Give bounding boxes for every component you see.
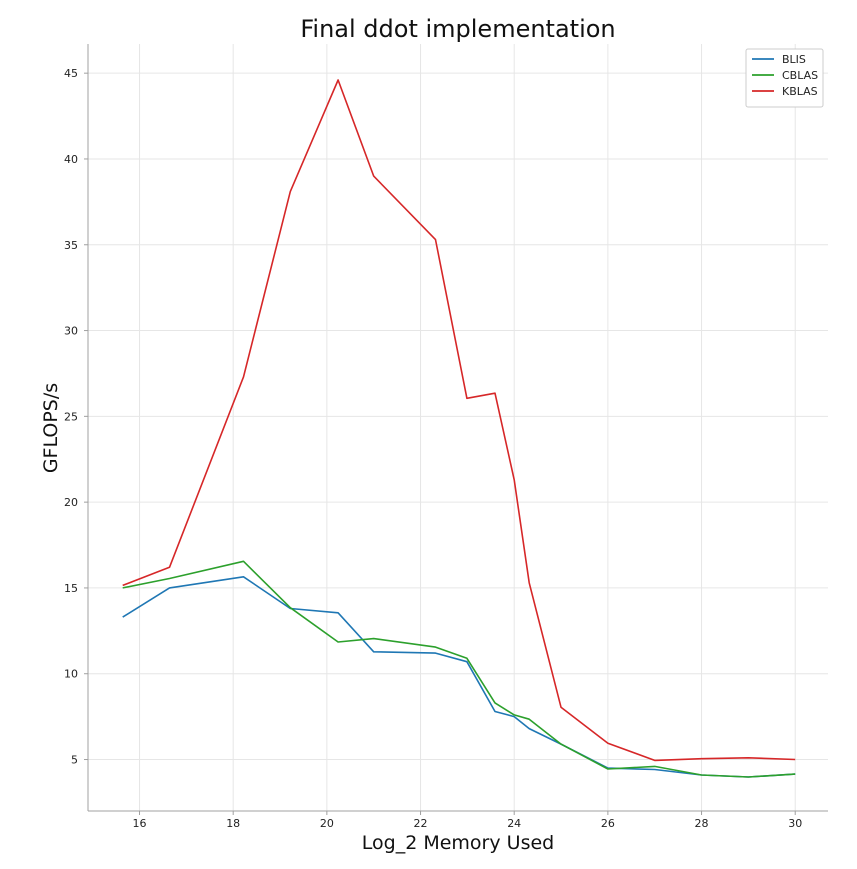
legend-entry-kblas: KBLAS [752, 85, 818, 98]
grid [88, 44, 828, 811]
x-tick-label: 30 [788, 817, 802, 830]
y-tick-35: 35 [64, 239, 88, 252]
y-tick-label: 40 [64, 153, 78, 166]
x-tick-16: 16 [133, 811, 147, 830]
series-line-kblas [122, 79, 796, 762]
series-line-cblas [122, 560, 796, 778]
x-tick-label: 20 [320, 817, 334, 830]
legend-frame [745, 48, 824, 108]
legend: BLIS CBLAS KBLAS [745, 48, 824, 108]
y-tick-15: 15 [64, 582, 88, 595]
y-tick-label: 25 [64, 410, 78, 423]
x-tick-30: 30 [788, 811, 802, 830]
legend-label: KBLAS [782, 85, 818, 98]
x-tick-label: 22 [414, 817, 428, 830]
legend-entry-cblas: CBLAS [752, 69, 818, 82]
y-tick-label: 35 [64, 239, 78, 252]
x-tick-22: 22 [414, 811, 428, 830]
y-tick-label: 15 [64, 582, 78, 595]
legend-label: BLIS [782, 53, 806, 66]
legend-entry-blis: BLIS [752, 53, 806, 66]
y-tick-25: 25 [64, 410, 88, 423]
y-tick-label: 20 [64, 496, 78, 509]
y-tick-30: 30 [64, 325, 88, 338]
y-tick-40: 40 [64, 153, 88, 166]
x-tick-label: 18 [226, 817, 240, 830]
y-tick-45: 45 [64, 67, 88, 80]
x-tick-label: 16 [133, 817, 147, 830]
y-tick-5: 5 [71, 754, 88, 767]
legend-label: CBLAS [782, 69, 818, 82]
x-tick-label: 28 [695, 817, 709, 830]
x-axis-title: Log_2 Memory Used [362, 832, 554, 854]
x-axis-ticks: 16 18 20 22 24 26 28 30 [133, 811, 802, 830]
x-tick-20: 20 [320, 811, 334, 830]
y-axis-ticks: 5 10 15 20 25 30 35 40 45 [64, 67, 88, 767]
x-tick-18: 18 [226, 811, 240, 830]
series-line-blis [122, 575, 796, 778]
y-tick-label: 30 [64, 325, 78, 338]
y-tick-label: 10 [64, 668, 78, 681]
y-tick-10: 10 [64, 668, 88, 681]
y-axis-title: GFLOPS/s [40, 383, 62, 473]
y-tick-label: 5 [71, 754, 78, 767]
series-layer [122, 79, 796, 778]
y-tick-20: 20 [64, 496, 88, 509]
x-tick-26: 26 [601, 811, 615, 830]
x-tick-label: 24 [507, 817, 521, 830]
x-tick-24: 24 [507, 811, 521, 830]
x-tick-label: 26 [601, 817, 615, 830]
y-tick-label: 45 [64, 67, 78, 80]
x-tick-28: 28 [695, 811, 709, 830]
chart-title: Final ddot implementation [300, 15, 615, 43]
